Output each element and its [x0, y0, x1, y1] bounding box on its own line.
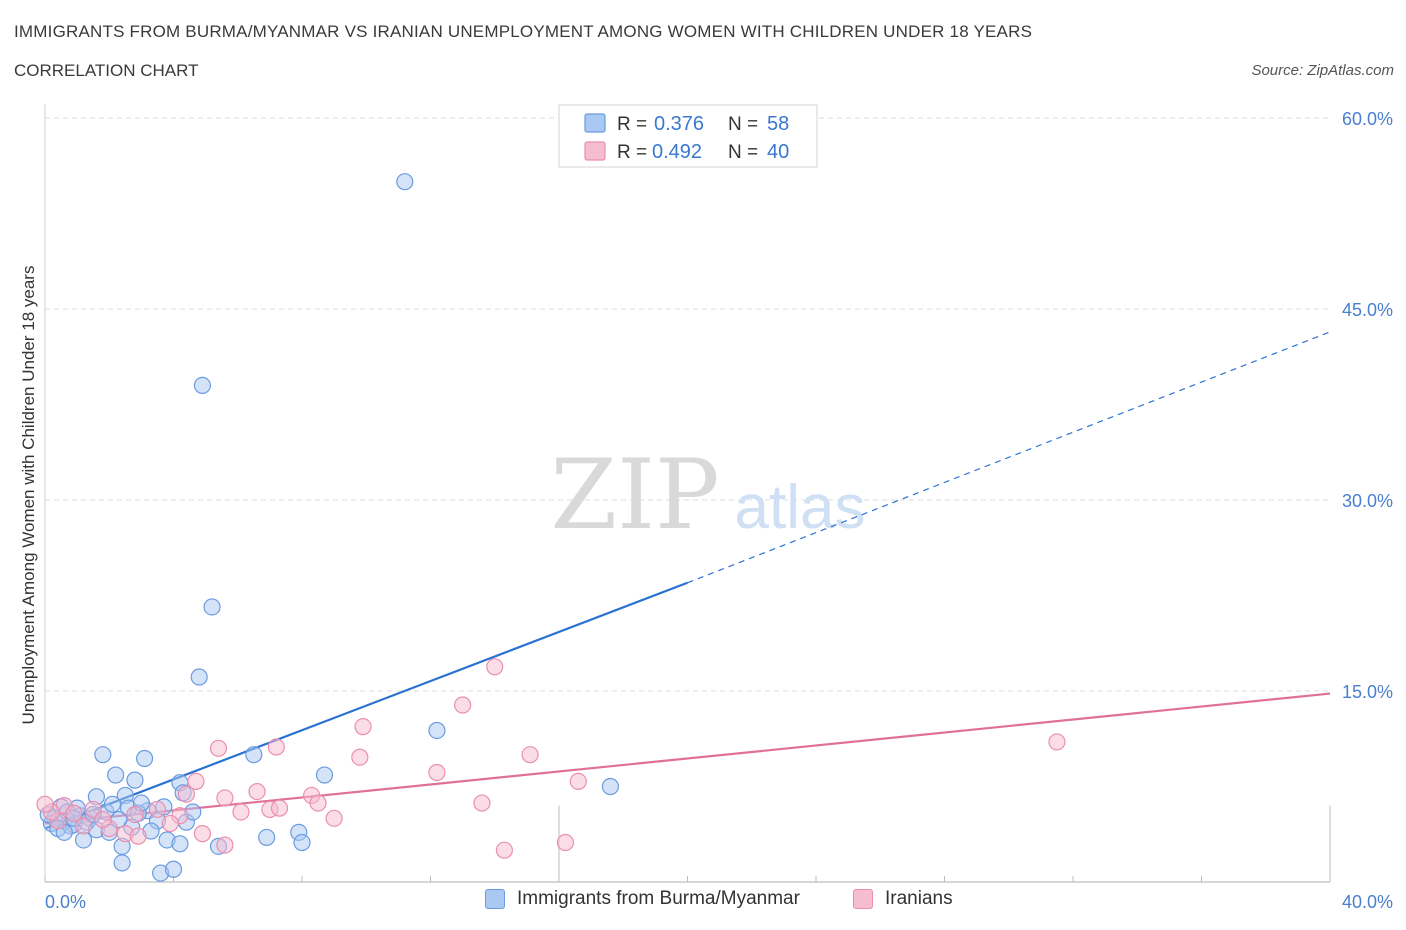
grid-layer: [45, 117, 1330, 692]
point-iranians-10: [187, 772, 205, 791]
point-iranians-9: [569, 772, 587, 791]
point-iranians-0: [486, 658, 504, 676]
point-iranians-14: [473, 794, 491, 812]
legend-n-label-burma: N =: [728, 114, 758, 135]
point-burma-10: [107, 766, 125, 784]
watermark: ZIP atlas: [550, 439, 865, 551]
point-burma-41: [113, 854, 131, 872]
bottom-legend-swatch-iranians: [853, 889, 873, 909]
trendline-iranians: [44, 692, 1331, 825]
legend-r-value-burma: 0.376: [654, 113, 704, 135]
x-tick-label-min: 0.0%: [45, 892, 86, 912]
point-iranians-22: [126, 805, 144, 824]
point-iranians-19: [232, 803, 250, 821]
y-axis-label: Unemployment Among Women with Children U…: [19, 266, 38, 725]
trendline-burma-extension: [687, 331, 1331, 584]
point-iranians-5: [267, 738, 285, 756]
source-attribution: Source: ZipAtlas.com: [1251, 62, 1394, 79]
point-iranians-29: [129, 827, 147, 845]
point-iranians-2: [354, 718, 372, 736]
point-burma-45: [258, 828, 276, 847]
point-iranians-1: [454, 696, 472, 714]
legend-r-label-iranians: R =: [617, 142, 647, 163]
point-iranians-36: [325, 809, 343, 827]
point-iranians-32: [216, 836, 234, 854]
chart-title: IMMIGRANTS FROM BURMA/MYANMAR VS IRANIAN…: [14, 22, 1033, 41]
point-iranians-7: [521, 746, 539, 764]
x-tick-label-max: 40.0%: [1342, 892, 1393, 912]
point-burma-54: [103, 795, 122, 813]
point-iranians-35: [94, 811, 112, 829]
watermark-zip: ZIP: [550, 439, 719, 551]
y-tick-label-0: 15.0%: [1342, 682, 1393, 702]
point-burma-1: [193, 376, 212, 394]
point-burma-43: [164, 860, 183, 878]
point-burma-2: [203, 598, 221, 616]
point-iranians-31: [193, 825, 212, 843]
point-burma-11: [126, 771, 144, 789]
point-iranians-4: [209, 739, 228, 757]
point-burma-8: [94, 746, 112, 764]
point-iranians-11: [248, 782, 266, 801]
axis-layer: 15.0% 30.0% 45.0% 60.0% 0.0% 40.0%: [44, 104, 1393, 912]
point-iranians-13: [309, 794, 327, 812]
trendline-burma: [44, 581, 688, 830]
point-iranians-8: [428, 763, 446, 782]
y-tick-label-3: 60.0%: [1342, 109, 1393, 129]
legend: R = 0.376 N = 58 R = 0.492 N = 40: [558, 104, 818, 168]
watermark-atlas: atlas: [735, 473, 866, 542]
legend-swatch-iranians: [584, 141, 606, 161]
bottom-legend-swatch-burma: [485, 889, 505, 909]
bottom-legend-item-iranians: Iranians: [853, 888, 953, 910]
point-burma-3: [190, 668, 208, 686]
bottom-legend-label-burma: Immigrants from Burma/Myanmar: [517, 888, 800, 909]
point-iranians-6: [351, 748, 369, 766]
point-iranians-3: [1048, 733, 1066, 751]
point-burma-47: [293, 833, 311, 852]
legend-n-value-iranians: 40: [767, 141, 789, 163]
point-iranians-25: [65, 804, 83, 822]
bottom-legend: Immigrants from Burma/Myanmar Iranians: [0, 888, 1406, 916]
point-iranians-38: [556, 833, 575, 852]
bottom-legend-label-iranians: Iranians: [885, 888, 953, 909]
point-iranians-39: [36, 795, 54, 813]
point-burma-48: [171, 835, 189, 853]
point-iranians-18: [270, 799, 289, 817]
bottom-legend-item-burma: Immigrants from Burma/Myanmar: [485, 888, 800, 910]
point-iranians-16: [216, 789, 234, 807]
point-iranians-26: [74, 817, 93, 835]
point-iranians-30: [161, 814, 179, 833]
legend-r-value-iranians: 0.492: [652, 141, 702, 163]
y-tick-label-2: 45.0%: [1342, 300, 1393, 320]
legend-r-label-burma: R =: [617, 114, 647, 135]
points-layer: [36, 173, 1066, 882]
legend-n-label-iranians: N =: [728, 142, 758, 163]
point-burma-5: [245, 746, 263, 764]
point-burma-6: [315, 766, 334, 784]
point-burma-4: [428, 721, 446, 740]
y-tick-label-1: 30.0%: [1342, 491, 1393, 511]
point-burma-0: [396, 173, 414, 191]
legend-swatch-burma: [584, 113, 606, 133]
point-iranians-37: [495, 841, 513, 859]
point-burma-7: [601, 777, 620, 796]
legend-n-value-burma: 58: [767, 113, 789, 135]
point-iranians-20: [148, 800, 167, 819]
chart-subtitle: CORRELATION CHART: [14, 61, 199, 80]
trend-layer: [44, 331, 1331, 830]
point-burma-9: [135, 749, 154, 768]
point-iranians-15: [177, 785, 195, 803]
